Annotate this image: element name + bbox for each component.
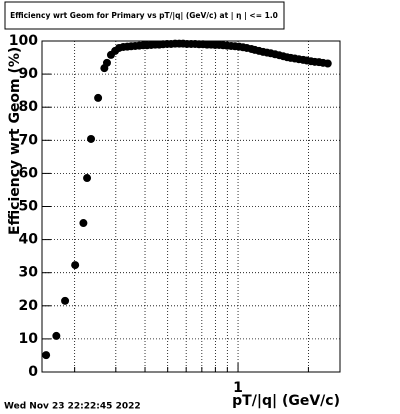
data-point [323,59,332,68]
y-tick-label: 30 [19,265,39,281]
y-tick-label: 60 [19,165,39,181]
y-tick-label: 20 [19,298,39,314]
data-point [79,219,88,228]
y-tick-label: 0 [28,364,38,380]
data-point [71,261,80,270]
y-tick-label: 80 [19,99,39,115]
y-tick-label: 70 [19,132,39,148]
data-point [94,93,103,102]
data-point [61,296,70,305]
data-point [102,58,111,67]
y-tick-label: 90 [19,66,39,82]
data-point [87,134,96,143]
title-box [4,1,285,30]
data-point [52,331,61,340]
y-tick-label: 100 [9,33,38,49]
x-axis-label: pT/|q| (GeV/c) [232,393,340,409]
y-tick-label: 10 [19,331,39,347]
y-axis-label: Efficiency wrt Geom (%) [7,47,23,235]
data-point [42,351,51,360]
y-tick-label: 50 [19,199,39,215]
x-tick-label: 1 [233,380,243,396]
chart-title: Efficiency wrt Geom for Primary vs pT/|q… [10,11,278,21]
plot-frame [41,40,341,373]
y-tick-label: 40 [19,232,39,248]
timestamp: Wed Nov 23 22:22:45 2022 [4,402,141,412]
data-point [83,174,92,183]
